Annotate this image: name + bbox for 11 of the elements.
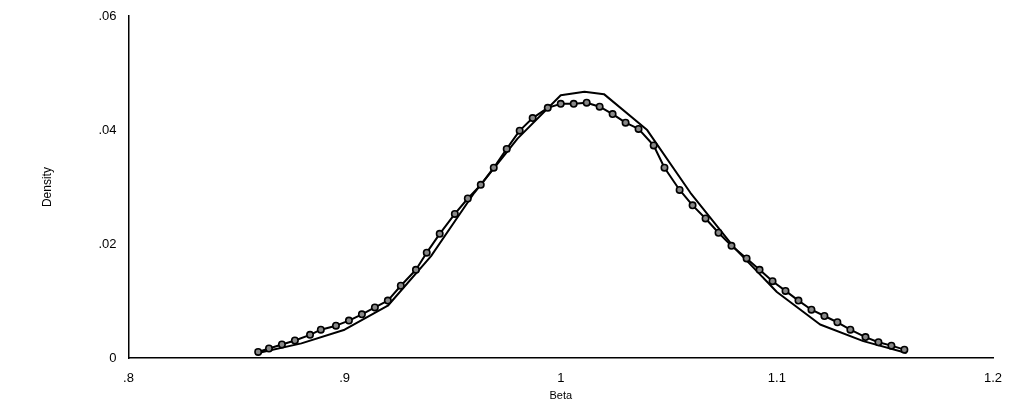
y-axis-title: Density xyxy=(39,167,54,208)
y-tick-label: 0 xyxy=(109,349,117,365)
y-tick-label: .02 xyxy=(98,235,117,251)
y-tick-label: .06 xyxy=(98,7,117,23)
x-axis-title: Beta xyxy=(549,389,573,402)
x-tick-label: 1 xyxy=(557,369,565,385)
x-tick-label: 1.1 xyxy=(767,369,786,385)
x-tick-label: 1.2 xyxy=(983,369,1003,385)
y-tick-label: .04 xyxy=(98,121,117,137)
x-tick-label: .8 xyxy=(123,369,134,385)
x-tick-label: .9 xyxy=(339,369,351,385)
